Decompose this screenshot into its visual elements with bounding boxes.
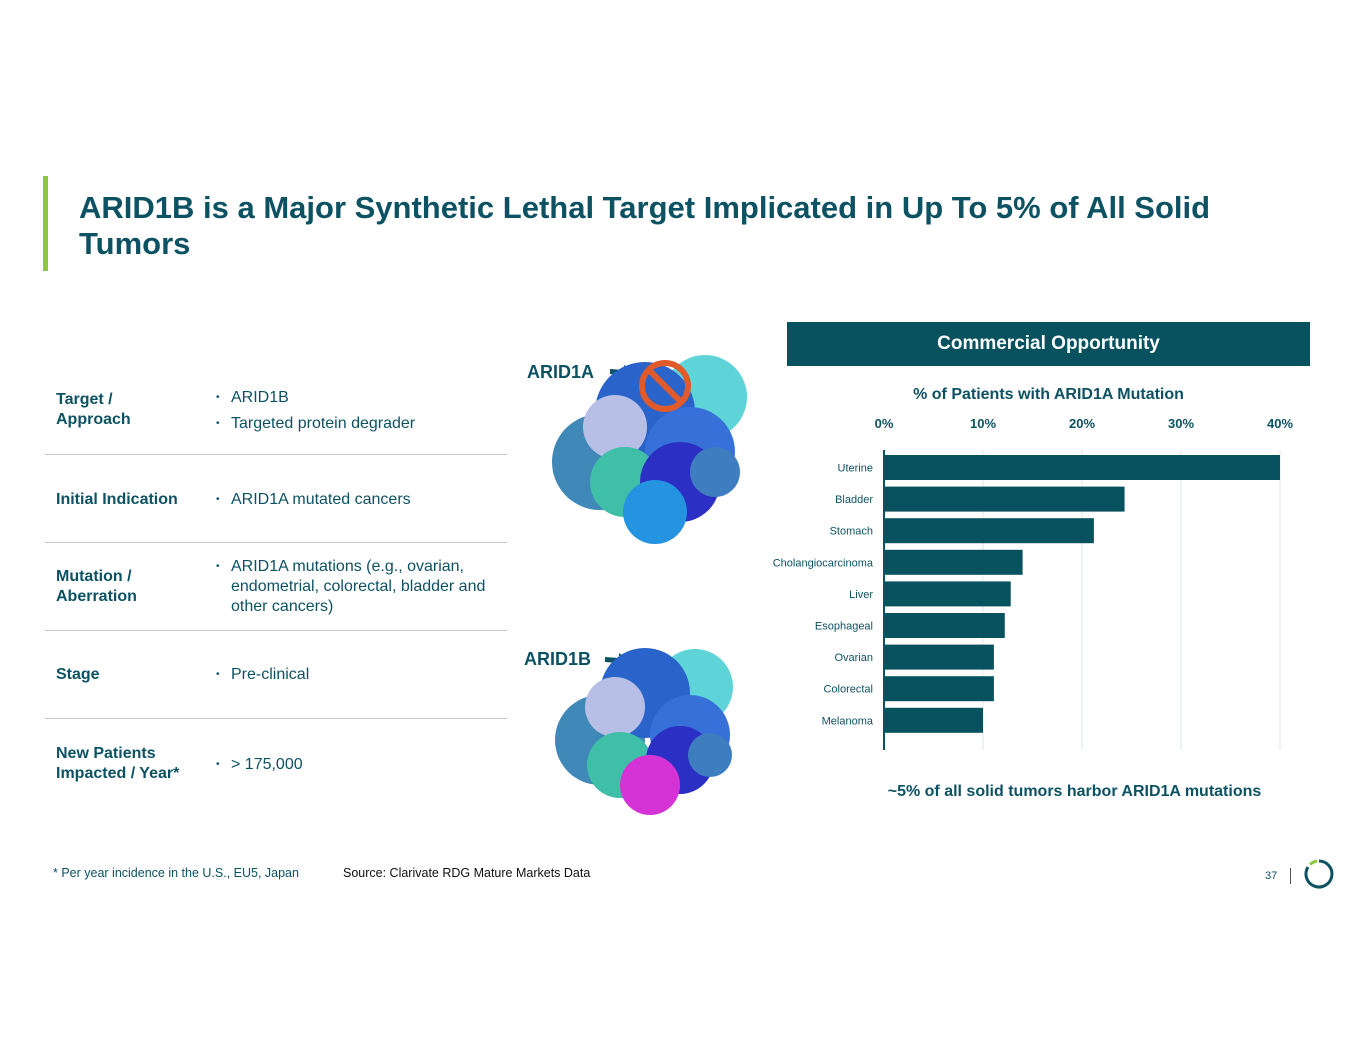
- x-tick-label: 20%: [1069, 416, 1095, 431]
- title-accent-bar: [43, 176, 48, 271]
- x-tick-label: 10%: [970, 416, 996, 431]
- row-values: ARID1B Targeted protein degrader: [216, 388, 415, 440]
- row-values: Pre-clinical: [216, 665, 309, 691]
- bar: [884, 613, 1005, 638]
- arid1a-protein-structure: [552, 355, 747, 544]
- row-label: Mutation / Aberration: [56, 568, 137, 605]
- category-label: Colorectal: [823, 684, 873, 696]
- footnote: * Per year incidence in the U.S., EU5, J…: [53, 866, 299, 880]
- panel-header: Commercial Opportunity: [787, 322, 1310, 366]
- company-logo-icon: [1304, 859, 1334, 889]
- bullet-item: Targeted protein degrader: [216, 414, 415, 434]
- table-row: Target / Approach ARID1B Targeted protei…: [45, 366, 507, 455]
- page-number: 37: [1265, 870, 1278, 882]
- category-label: Uterine: [838, 463, 873, 475]
- bar: [884, 486, 1125, 512]
- mutation-bar-chart: 0% 10% 20% 30% 40% Uterine Bladder Stomach Chola…: [773, 416, 1293, 750]
- arid1b-label: ARID1B: [524, 649, 592, 669]
- bar: [884, 644, 994, 670]
- arid1b-protein-structure: [555, 648, 733, 815]
- info-table: Target / Approach ARID1B Targeted protei…: [45, 366, 507, 807]
- row-label: New Patients Impacted / Year*: [56, 745, 180, 782]
- category-label: Bladder: [835, 494, 873, 506]
- source-note: Source: Clarivate RDG Mature Markets Dat…: [343, 866, 591, 880]
- prohibited-icon: [639, 360, 691, 412]
- category-label: Cholangiocarcinoma: [773, 557, 874, 569]
- table-row: Mutation / Aberration ARID1A mutations (…: [45, 543, 507, 631]
- bullet-item: ARID1A mutated cancers: [216, 490, 411, 510]
- chart-title: % of Patients with ARID1A Mutation: [913, 386, 1184, 403]
- page-separator: [1290, 868, 1291, 884]
- bullet-item: Pre-clinical: [216, 665, 309, 685]
- bar: [884, 549, 1023, 575]
- row-values: ARID1A mutated cancers: [216, 490, 411, 516]
- bar: [884, 518, 1094, 544]
- bullet-item: ARID1A mutations (e.g., ovarian, endomet…: [216, 557, 501, 617]
- bar: [884, 676, 994, 702]
- bullet-item: > 175,000: [216, 755, 303, 775]
- row-label: Initial Indication: [56, 491, 178, 508]
- category-label: Esophageal: [815, 621, 873, 633]
- slide-title: ARID1B is a Major Synthetic Lethal Targe…: [79, 190, 1211, 261]
- category-label: Stomach: [830, 526, 873, 538]
- category-label: Ovarian: [834, 652, 873, 664]
- table-row: Initial Indication ARID1A mutated cancer…: [45, 455, 507, 543]
- bar: [884, 455, 1280, 480]
- row-values: > 175,000: [216, 755, 303, 781]
- table-row: Stage Pre-clinical: [45, 631, 507, 719]
- x-tick-label: 30%: [1168, 416, 1194, 431]
- arid1a-label: ARID1A: [527, 362, 595, 382]
- x-tick-label: 0%: [875, 416, 894, 431]
- row-label: Stage: [56, 666, 100, 683]
- bullet-item: ARID1B: [216, 388, 415, 408]
- bar: [884, 707, 983, 733]
- table-row: New Patients Impacted / Year* > 175,000: [45, 719, 507, 807]
- x-tick-label: 40%: [1267, 416, 1293, 431]
- bar: [884, 581, 1011, 607]
- row-label: Target / Approach: [56, 391, 131, 428]
- chart-note: ~5% of all solid tumors harbor ARID1A mu…: [887, 783, 1262, 800]
- row-values: ARID1A mutations (e.g., ovarian, endomet…: [216, 557, 501, 623]
- category-label: Melanoma: [822, 715, 874, 727]
- category-label: Liver: [849, 589, 873, 601]
